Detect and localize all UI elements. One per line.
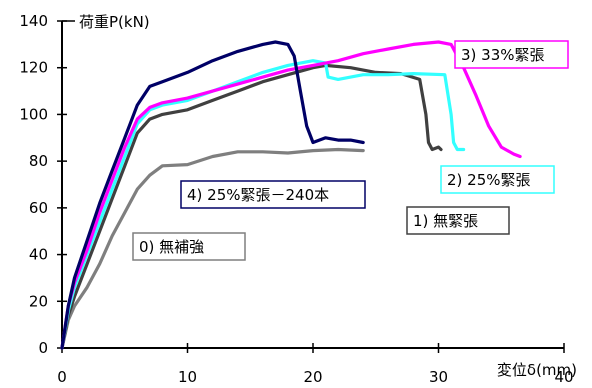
x-tick-label: 30 bbox=[429, 368, 448, 386]
y-tick-label: 0 bbox=[38, 339, 48, 357]
series-line-0 bbox=[60, 147, 365, 350]
x-tick-label: 40 bbox=[554, 368, 573, 386]
y-tick-label: 80 bbox=[29, 152, 48, 170]
series-line-2 bbox=[60, 59, 466, 350]
xlabel: 変位δ(mm) bbox=[497, 361, 577, 379]
annotation-labels: 0) 無補強 1) 無緊張 2) 25%緊張 3) 33%緊張 4) 25%緊張－240… bbox=[132, 40, 569, 261]
y-tick-label: 140 bbox=[19, 12, 48, 30]
y-tick-label: 20 bbox=[29, 292, 48, 310]
series-label-box-3 bbox=[454, 40, 569, 69]
x-tick-label: 20 bbox=[303, 368, 322, 386]
series-label-4: 4) 25%緊張－240本 bbox=[187, 186, 329, 204]
series-label-box-4 bbox=[180, 180, 366, 209]
series-label-3: 3) 33%緊張 bbox=[461, 46, 545, 64]
tick-labels: 0 20 40 60 80 100 120 140 0 10 20 30 40 荷重P(kN) 変位δ(mm… bbox=[19, 10, 577, 386]
y-tick-label: 60 bbox=[29, 199, 48, 217]
axes bbox=[57, 20, 565, 353]
y-tick-label: 100 bbox=[19, 105, 48, 123]
series-lines bbox=[60, 40, 522, 350]
series-label-0: 0) 無補強 bbox=[139, 238, 204, 256]
series-label-2: 2) 25%緊張 bbox=[447, 171, 531, 189]
x-tick-label: 0 bbox=[57, 368, 67, 386]
series-line-4 bbox=[60, 40, 365, 350]
series-line-1 bbox=[60, 63, 443, 350]
ylabel-bg bbox=[77, 10, 181, 32]
y-tick-label: 120 bbox=[19, 59, 48, 77]
series-line-3 bbox=[60, 40, 522, 350]
series-label-box-1 bbox=[406, 206, 510, 235]
y-tick-label: 40 bbox=[29, 246, 48, 264]
x-tick-label: 10 bbox=[178, 368, 197, 386]
series-label-box-2 bbox=[440, 165, 555, 194]
series-label-1: 1) 無緊張 bbox=[413, 212, 478, 230]
ylabel: 荷重P(kN) bbox=[79, 13, 150, 31]
series-label-box-0 bbox=[132, 232, 246, 261]
